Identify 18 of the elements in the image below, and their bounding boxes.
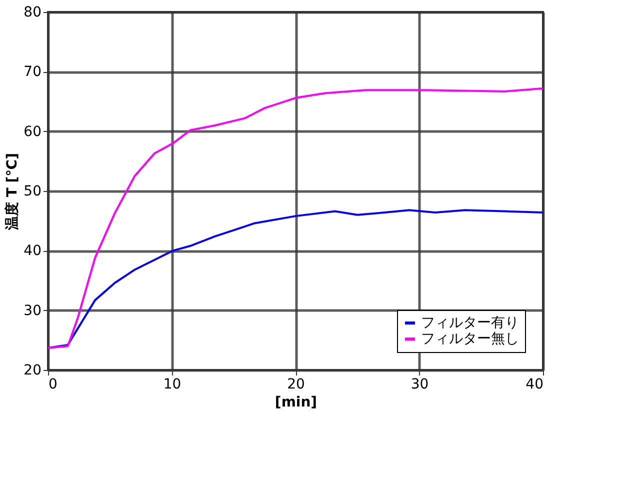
x-tick-label: 30 (410, 376, 429, 392)
x-tick-label: 40 (526, 376, 544, 392)
x-tick-label: 10 (163, 376, 182, 392)
y-axis-title: 温度 T [℃] (4, 152, 21, 232)
y-tick-label: 40 (24, 243, 42, 260)
line-series (47, 87, 544, 349)
x-tick-label: 20 (287, 376, 305, 392)
legend-label: フィルター無し (421, 331, 519, 347)
y-tick-label: 60 (24, 124, 42, 140)
x-axis-title: [min] (274, 394, 318, 410)
line-series (47, 209, 544, 349)
y-tick-label: 50 (24, 184, 42, 200)
y-tick-label: 70 (24, 64, 42, 80)
y-tick-label: 20 (24, 362, 42, 378)
y-tick-label: 30 (24, 302, 42, 319)
x-tick-label: 0 (48, 376, 58, 392)
y-tick-label: 80 (24, 4, 42, 20)
legend-label: フィルター有り (421, 315, 519, 331)
